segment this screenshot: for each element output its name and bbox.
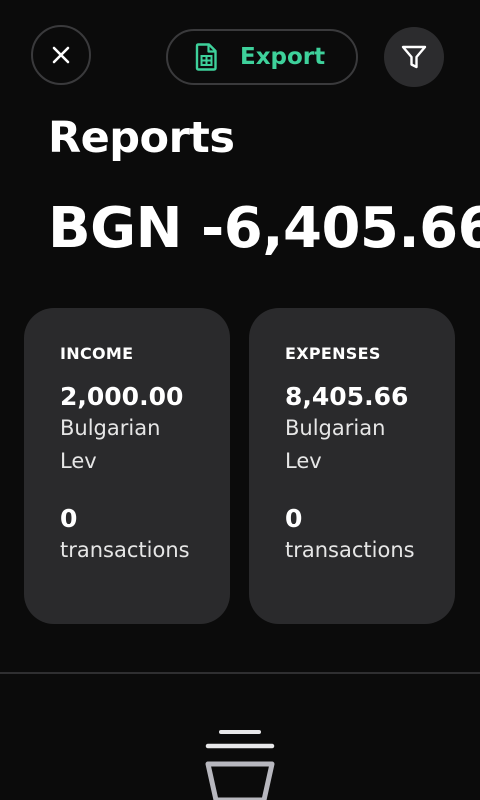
income-amount: 2,000.00 — [60, 382, 184, 411]
expenses-label: EXPENSES — [285, 344, 381, 363]
close-icon — [52, 46, 70, 64]
net-balance: BGN -6,405.66 — [48, 196, 480, 261]
income-transaction-count: 0 — [60, 504, 78, 533]
expenses-transaction-count: 0 — [285, 504, 303, 533]
expenses-transaction-label: transactions — [285, 538, 415, 562]
export-label: Export — [240, 44, 326, 70]
expenses-amount: 8,405.66 — [285, 382, 409, 411]
export-button[interactable]: Export — [166, 29, 358, 85]
page-title: Reports — [48, 113, 235, 163]
spreadsheet-icon — [195, 43, 217, 71]
close-button[interactable] — [31, 25, 91, 85]
income-transaction-label: transactions — [60, 538, 190, 562]
section-divider — [0, 672, 480, 674]
expenses-currency: Bulgarian Lev — [285, 416, 386, 473]
basket-icon — [205, 730, 275, 800]
income-currency: Bulgarian Lev — [60, 416, 161, 473]
income-card[interactable]: INCOME 2,000.00 Bulgarian Lev 0 transact… — [24, 308, 230, 624]
expenses-card[interactable]: EXPENSES 8,405.66 Bulgarian Lev 0 transa… — [249, 308, 455, 624]
income-label: INCOME — [60, 344, 134, 363]
filter-icon — [401, 45, 427, 69]
filter-button[interactable] — [384, 27, 444, 87]
